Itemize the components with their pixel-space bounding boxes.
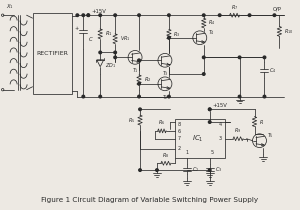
Text: $R_7$: $R_7$: [231, 3, 238, 12]
Text: $R_{10}$: $R_{10}$: [284, 27, 293, 36]
Circle shape: [139, 108, 141, 111]
Text: $VR_1$: $VR_1$: [120, 34, 130, 43]
Circle shape: [139, 169, 141, 171]
Circle shape: [99, 14, 101, 16]
Text: 1: 1: [186, 150, 189, 155]
Text: $R$: $R$: [259, 118, 264, 126]
Circle shape: [168, 37, 170, 39]
Circle shape: [208, 169, 211, 171]
Text: 8: 8: [178, 122, 181, 127]
Text: $IC_1$: $IC_1$: [192, 134, 204, 144]
Circle shape: [263, 95, 266, 98]
Circle shape: [202, 14, 205, 16]
Circle shape: [138, 14, 140, 16]
Circle shape: [114, 51, 116, 54]
Text: 3: 3: [218, 136, 222, 141]
Circle shape: [263, 56, 266, 59]
Text: 7: 7: [178, 136, 181, 141]
Text: 5: 5: [211, 150, 214, 155]
Text: RECTIFIER: RECTIFIER: [37, 51, 68, 56]
Text: $X_1$: $X_1$: [6, 2, 14, 11]
Text: $R_6$: $R_6$: [158, 119, 166, 127]
Text: $R_2$: $R_2$: [143, 75, 151, 84]
Circle shape: [99, 51, 101, 54]
Circle shape: [209, 109, 210, 110]
Circle shape: [138, 59, 140, 62]
Text: $T_3$: $T_3$: [161, 69, 168, 78]
Circle shape: [87, 14, 90, 16]
Text: $R_4$: $R_4$: [208, 19, 215, 28]
Circle shape: [76, 14, 79, 16]
Circle shape: [208, 121, 211, 123]
Circle shape: [138, 83, 140, 85]
Circle shape: [156, 169, 158, 171]
Text: +: +: [74, 26, 78, 32]
Circle shape: [273, 14, 276, 16]
Text: Figure 1 Circuit Diagram of Variable Switching Power Supply: Figure 1 Circuit Diagram of Variable Swi…: [41, 197, 259, 202]
Text: $T_5$: $T_5$: [268, 131, 274, 140]
Text: O/P: O/P: [273, 6, 282, 11]
Text: +15V: +15V: [213, 103, 228, 108]
Circle shape: [88, 14, 89, 16]
Text: 4: 4: [218, 122, 222, 127]
Circle shape: [202, 73, 205, 75]
Text: $T_4$: $T_4$: [208, 28, 214, 37]
Circle shape: [238, 56, 241, 59]
Circle shape: [202, 56, 205, 59]
Text: $ZD_1$: $ZD_1$: [105, 61, 116, 70]
Circle shape: [82, 95, 85, 98]
Text: +15V: +15V: [91, 9, 106, 14]
Bar: [32, 13, 72, 94]
Text: 2: 2: [178, 146, 181, 151]
Text: $R_5$: $R_5$: [128, 116, 136, 125]
Text: $C_4$: $C_4$: [269, 66, 277, 75]
Circle shape: [208, 108, 211, 111]
Circle shape: [114, 14, 116, 16]
Circle shape: [238, 95, 241, 98]
Text: $R_3$: $R_3$: [173, 30, 181, 39]
Circle shape: [99, 95, 101, 98]
Circle shape: [138, 95, 140, 98]
Circle shape: [168, 95, 170, 98]
Circle shape: [248, 14, 251, 16]
Circle shape: [114, 56, 116, 59]
Text: $R_9$: $R_9$: [234, 126, 242, 135]
Text: $C_3$: $C_3$: [215, 165, 222, 173]
Text: $C_2$: $C_2$: [192, 165, 199, 173]
Text: $T_1$: $T_1$: [132, 66, 139, 75]
Bar: [175, 119, 225, 158]
Text: 6: 6: [178, 129, 181, 134]
Text: $R_1$: $R_1$: [105, 29, 112, 38]
Text: $T_2$: $T_2$: [161, 93, 168, 102]
Circle shape: [218, 14, 221, 16]
Text: $C$: $C$: [88, 35, 94, 43]
Circle shape: [82, 14, 85, 16]
Text: $R_8$: $R_8$: [162, 151, 169, 160]
Circle shape: [168, 14, 170, 16]
